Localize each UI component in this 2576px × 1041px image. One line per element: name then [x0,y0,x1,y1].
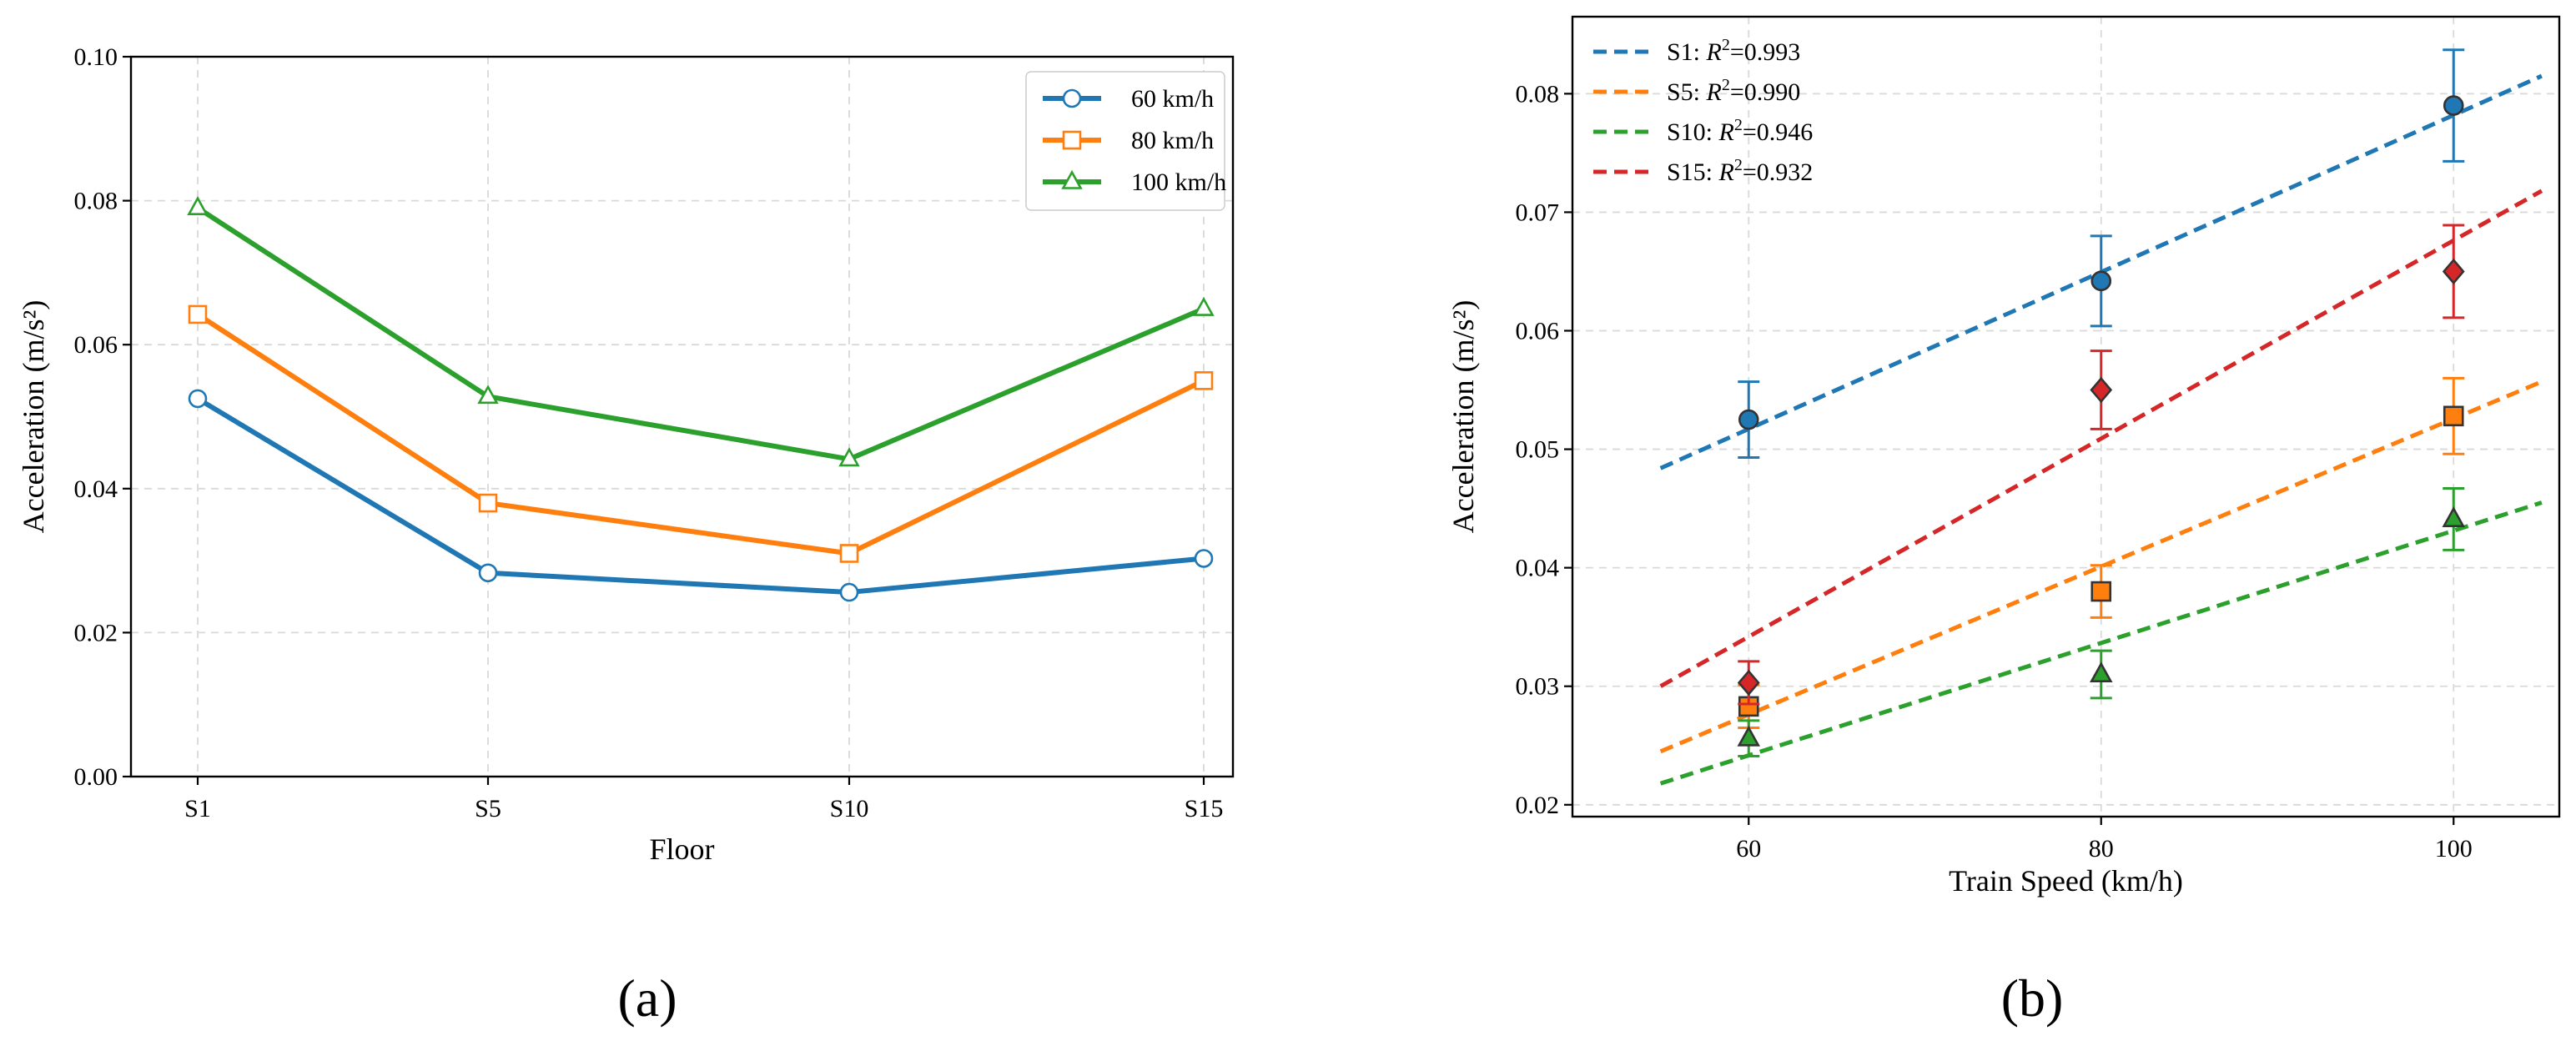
y-tick-label: 0.07 [1516,199,1560,226]
series-S15 [1737,224,2465,706]
series-S1 [1738,48,2465,460]
series-80-km/h [188,304,1214,563]
legend-label: 60 km/h [1131,85,1214,113]
data-point [477,385,499,405]
data-point [1737,669,1760,697]
legend-label: S10: R2=0.946 [1667,116,1813,146]
x-tick-label: S15 [1185,795,1224,822]
data-point [188,389,208,409]
data-point [478,563,498,583]
series-line [196,396,1205,596]
y-tick-label: 0.00 [74,763,118,791]
panel-label-a: (a) [617,968,677,1028]
series-60-km/h [188,389,1214,602]
data-point [839,544,859,563]
legend-label: S5: R2=0.990 [1667,76,1800,106]
legend-label: S15: R2=0.932 [1667,156,1813,186]
series-S10 [1737,486,2466,758]
y-tick-label: 0.10 [74,43,118,71]
x-axis-label: Train Speed (km/h) [1949,864,2183,898]
data-point [1194,371,1214,390]
x-tick-label: S10 [830,795,869,822]
data-point [1738,409,1759,430]
data-point [1193,296,1215,316]
fit-line-S10 [1659,500,2543,786]
data-point [2089,661,2113,683]
data-point [187,196,209,216]
x-tick-label: 60 [1736,835,1761,862]
data-point [1737,725,1761,747]
x-tick-label: S1 [184,795,211,822]
y-tick-label: 0.08 [1516,80,1560,108]
data-point [2090,376,2113,404]
series-line [196,205,1205,462]
y-tick-label: 0.06 [74,331,118,359]
x-tick-label: 80 [2089,835,2114,862]
y-axis-label: Acceleration (m/s²) [17,300,50,534]
fit-line-S5 [1659,380,2543,754]
plot-frame [129,55,1235,778]
data-point [2090,270,2112,292]
data-point [478,493,498,513]
legend: 60 km/h 80 km/h 100 km/h [1025,71,1226,211]
legend: S1: R2=0.993 S5: R2=0.990 S10: R2=0.946 S15… [1593,36,1813,186]
y-tick-label: 0.05 [1516,436,1560,464]
data-point [839,582,859,602]
y-tick-label: 0.03 [1516,673,1560,701]
fit-line-S15 [1659,189,2543,688]
y-tick-label: 0.04 [1516,555,1560,582]
data-point [2443,95,2464,116]
data-point [838,447,860,467]
data-point [2443,405,2464,427]
y-tick-label: 0.08 [74,188,118,215]
series-100-km/h [187,196,1215,467]
x-axis-label: Floor [649,832,714,866]
legend-label: 100 km/h [1131,168,1226,196]
y-tick-label: 0.06 [1516,317,1560,344]
legend-label: 80 km/h [1131,127,1214,154]
legend-label: S1: R2=0.993 [1667,36,1800,66]
data-point [2442,506,2466,527]
chart-b: 0.02 0.03 0.04 0.05 0.06 0.07 0.08 60 80 100 Train… [1446,15,2561,898]
plot-frame [1571,15,2561,818]
x-tick-label: S5 [475,795,501,822]
data-point [1194,549,1214,568]
y-tick-label: 0.04 [74,475,118,503]
chart-a: 0.00 0.02 0.04 0.06 0.08 0.10 S1 S5 S10 S15 Floor A… [17,43,1235,866]
y-tick-label: 0.02 [1516,792,1560,819]
legend-marker [1062,88,1082,108]
panel-label-b: (b) [2001,968,2064,1028]
y-tick-label: 0.02 [74,619,118,646]
y-axis-label: Acceleration (m/s²) [1446,300,1480,534]
data-point [2442,258,2465,285]
legend-marker [1062,130,1082,150]
data-point [2090,581,2112,602]
series-line [196,312,1205,556]
x-tick-label: 100 [2435,835,2473,862]
data-point [188,304,208,324]
legend-marker [1061,169,1083,189]
